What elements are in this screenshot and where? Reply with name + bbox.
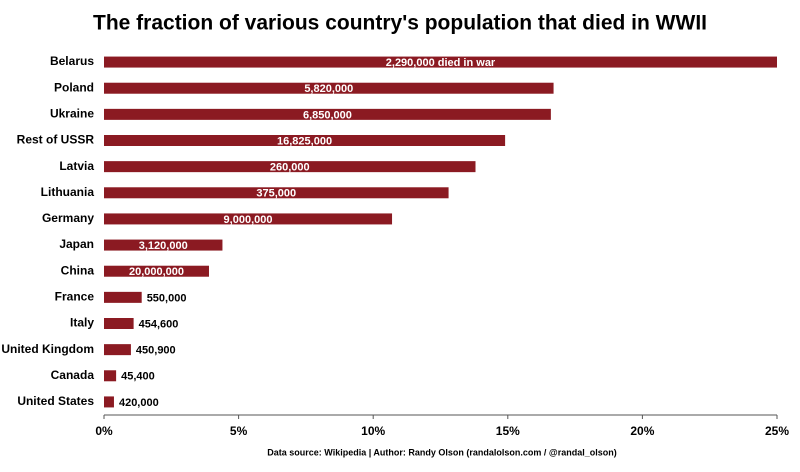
bar <box>104 265 209 277</box>
bar-label: 375,000 <box>256 188 296 200</box>
bar-label: 2,290,000 died in war <box>386 57 496 69</box>
x-tick-label: 20% <box>630 424 654 438</box>
source-note: Data source: Wikipedia | Author: Randy O… <box>267 447 616 457</box>
bar-label: 3,120,000 <box>139 240 188 252</box>
y-tick-label: Italy <box>70 316 94 330</box>
bar-label: 550,000 <box>147 292 187 304</box>
bar-label: 454,600 <box>139 318 179 330</box>
x-tick-label: 10% <box>361 424 385 438</box>
y-tick-label: Germany <box>42 211 94 225</box>
chart-title: The fraction of various country's popula… <box>93 12 707 35</box>
bar-label: 6,850,000 <box>303 109 352 121</box>
bar <box>104 135 506 146</box>
bar-label: 420,000 <box>119 397 159 409</box>
bar <box>104 239 223 251</box>
y-tick-label: Lithuania <box>41 185 95 199</box>
bar <box>104 82 554 94</box>
bar <box>104 187 449 199</box>
x-tick-label: 5% <box>230 424 248 438</box>
bar <box>104 318 134 329</box>
y-tick-label: Poland <box>54 80 94 94</box>
bar <box>104 370 117 382</box>
bar-label: 45,400 <box>121 371 155 383</box>
y-tick-label: United States <box>17 394 94 408</box>
bar-label: 5,820,000 <box>304 83 353 95</box>
bar <box>104 396 114 408</box>
bar <box>104 291 142 303</box>
bar-label: 9,000,000 <box>224 214 273 226</box>
bar <box>104 213 393 225</box>
bar <box>104 161 476 173</box>
bar <box>104 344 131 356</box>
y-tick-label: Belarus <box>50 54 94 68</box>
y-tick-label: Ukraine <box>50 107 94 121</box>
bar <box>104 56 777 68</box>
bar-label: 260,000 <box>270 162 310 174</box>
y-tick-label: Latvia <box>59 159 94 173</box>
y-tick-label: Canada <box>51 368 95 382</box>
bar-label: 450,900 <box>136 345 176 357</box>
y-tick-label: Japan <box>59 237 94 251</box>
bar <box>104 108 551 120</box>
bar-label: 20,000,000 <box>129 266 184 278</box>
x-tick-label: 15% <box>496 424 520 438</box>
y-tick-label: France <box>55 290 95 304</box>
x-tick-label: 0% <box>95 424 113 438</box>
x-tick-label: 25% <box>765 424 789 438</box>
bar-label: 16,825,000 <box>277 135 332 147</box>
y-tick-label: Rest of USSR <box>17 133 95 147</box>
y-tick-label: China <box>61 263 95 277</box>
y-tick-label: United Kingdom <box>1 342 94 356</box>
